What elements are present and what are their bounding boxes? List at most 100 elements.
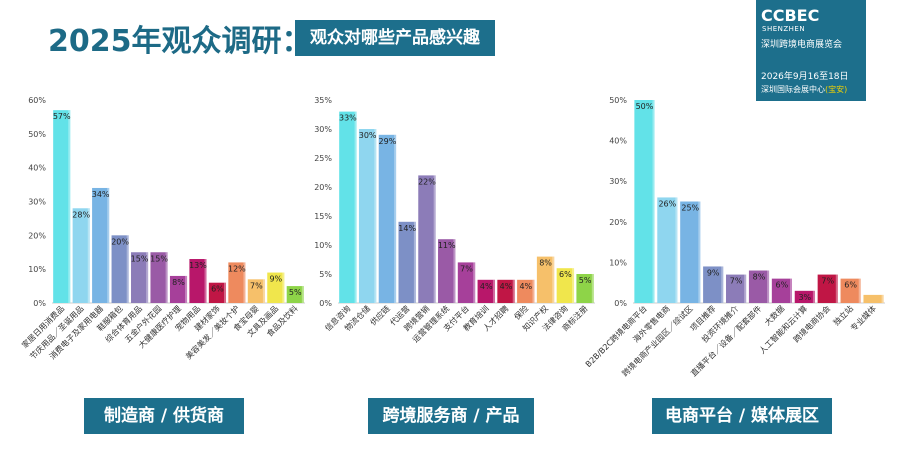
data-label: 30% xyxy=(359,131,377,140)
bar xyxy=(111,235,129,303)
bar-shine xyxy=(552,256,555,303)
bar xyxy=(477,279,495,303)
bar xyxy=(703,266,724,303)
bar-shine xyxy=(262,279,265,303)
bar xyxy=(418,175,436,303)
bar xyxy=(457,262,476,303)
bar-shine xyxy=(107,187,110,303)
y-tick-label: 40% xyxy=(609,137,627,146)
bar-shine xyxy=(881,294,884,303)
bar-shine xyxy=(512,279,515,303)
y-tick-label: 20% xyxy=(314,183,332,192)
bar-shine xyxy=(223,282,226,303)
bar xyxy=(680,201,701,303)
data-label: 9% xyxy=(707,268,720,277)
chart-3: 0%10%20%30%40%50%50%B2B/B2C跨境电商平台26%海外零售… xyxy=(583,96,885,378)
bar-shine xyxy=(146,252,149,303)
y-tick-label: 60% xyxy=(28,96,46,105)
data-label: 5% xyxy=(579,276,592,285)
x-tick-label: 专业媒体 xyxy=(848,303,878,333)
event-venue: 深圳国际会展中心(宝安) xyxy=(761,84,847,95)
bar xyxy=(228,262,246,303)
category-manufacturer: 制造商 / 供货商 xyxy=(84,398,244,434)
bar xyxy=(726,274,747,303)
bar xyxy=(438,239,456,303)
bar-shine xyxy=(572,268,575,303)
bar xyxy=(53,110,71,304)
bar xyxy=(208,282,226,303)
data-label: 15% xyxy=(131,254,149,263)
bar xyxy=(92,187,110,303)
x-tick-label: 供应链 xyxy=(368,303,392,327)
data-label: 26% xyxy=(658,199,676,208)
bar xyxy=(771,278,792,303)
bar-shine xyxy=(858,278,861,303)
y-tick-label: 20% xyxy=(609,218,627,227)
data-label: 34% xyxy=(92,190,110,199)
bar xyxy=(840,278,861,303)
bar-shine xyxy=(812,290,815,303)
bar xyxy=(358,129,377,303)
y-tick-label: 30% xyxy=(609,177,627,186)
bar xyxy=(169,275,188,303)
data-label: 4% xyxy=(519,282,532,291)
bar-shine xyxy=(413,221,416,303)
bar xyxy=(634,100,655,303)
bar-shine xyxy=(68,110,71,304)
bar-shine xyxy=(532,279,535,303)
bar-shine xyxy=(165,252,168,303)
bar-shine xyxy=(301,286,304,303)
data-label: 22% xyxy=(418,177,436,186)
data-label: 3% xyxy=(798,293,811,302)
bar xyxy=(378,134,397,303)
bar xyxy=(189,259,207,303)
data-label: 7% xyxy=(460,264,473,273)
data-label: 57% xyxy=(53,112,71,121)
data-label: 12% xyxy=(228,264,246,273)
page-subtitle: 观众对哪些产品感兴趣 xyxy=(295,20,495,56)
y-tick-label: 10% xyxy=(314,241,332,250)
bar-shine xyxy=(698,201,701,303)
y-tick-label: 50% xyxy=(609,96,627,105)
data-label: 28% xyxy=(72,210,90,219)
data-label: 7% xyxy=(821,277,834,286)
bar-shine xyxy=(492,279,495,303)
bar-shine xyxy=(473,262,476,303)
bar xyxy=(497,279,515,303)
y-tick-label: 20% xyxy=(28,231,46,240)
bar-shine xyxy=(126,235,129,303)
bar-shine xyxy=(282,272,285,303)
bar xyxy=(72,208,90,303)
event-date: 2026年9月16至18日 xyxy=(761,72,849,82)
chart-2: 0%5%10%15%20%25%30%35%33%信息咨询30%物流仓储29%供… xyxy=(314,96,595,344)
y-tick-label: 30% xyxy=(28,198,46,207)
bar-shine xyxy=(394,134,397,303)
data-label: 7% xyxy=(250,281,263,290)
category-service: 跨境服务商 / 产品 xyxy=(368,398,534,434)
data-label: 5% xyxy=(289,288,302,297)
y-tick-label: 5% xyxy=(319,270,332,279)
data-label: 9% xyxy=(269,275,282,284)
data-label: 25% xyxy=(681,204,699,213)
bar-shine xyxy=(453,239,456,303)
bar-shine xyxy=(87,208,90,303)
y-tick-label: 10% xyxy=(609,258,627,267)
bar-shine xyxy=(675,197,678,303)
bar-shine xyxy=(374,129,377,303)
data-label: 6% xyxy=(559,270,572,279)
y-tick-label: 10% xyxy=(28,265,46,274)
bar-shine xyxy=(835,274,838,303)
data-label: 4% xyxy=(500,282,513,291)
bar xyxy=(863,294,884,303)
brand-name: CCBEC xyxy=(761,6,820,25)
bar-shine xyxy=(744,274,747,303)
data-label: 8% xyxy=(539,259,552,268)
bar-shine xyxy=(354,111,357,303)
bar xyxy=(267,272,285,303)
brand-full-name: 深圳跨境电商展览会 xyxy=(761,40,843,50)
category-platform: 电商平台 / 媒体展区 xyxy=(652,398,832,434)
bar xyxy=(576,274,594,303)
data-label: 8% xyxy=(172,278,185,287)
bar-shine xyxy=(204,259,207,303)
bar xyxy=(794,290,815,303)
